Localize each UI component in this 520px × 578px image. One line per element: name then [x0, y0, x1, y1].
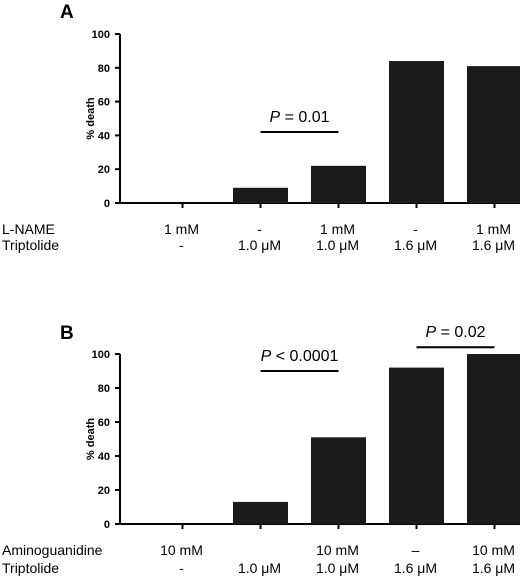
condition-value: – [412, 542, 420, 558]
y-tick-label: 0 [104, 198, 110, 210]
condition-value: 1.0 μM [238, 237, 281, 253]
bar [311, 165, 366, 203]
condition-value: 10 mM [316, 542, 359, 558]
condition-value: 1.6 μM [472, 560, 515, 576]
condition-value: - [179, 560, 184, 576]
bar [389, 367, 444, 524]
condition-value: - [179, 237, 184, 253]
y-tick-label: 20 [98, 164, 110, 176]
condition-row-name: Triptolide [2, 560, 59, 576]
condition-row-name: L-NAME [2, 221, 55, 237]
panel-b: B % death 0 20 40 60 80 100 P < 0.0001 P = 0.02 A… [2, 323, 520, 576]
condition-row-name: Triptolide [2, 237, 59, 253]
bar [311, 437, 366, 524]
condition-value: 1.0 μM [316, 237, 359, 253]
bar [467, 66, 520, 203]
condition-value: 1.0 μM [316, 560, 359, 576]
condition-value: 1.0 μM [238, 560, 281, 576]
condition-value: 1.6 μM [394, 560, 437, 576]
bar [467, 354, 520, 524]
y-tick-label: 0 [104, 519, 110, 531]
y-axis-label: % death [85, 97, 97, 139]
panel-b-letter: B [60, 323, 74, 344]
bar [233, 187, 288, 203]
condition-value: 1 mM [320, 221, 355, 237]
condition-value: - [257, 221, 262, 237]
y-tick-label: 20 [98, 485, 110, 497]
y-tick-label: 80 [98, 383, 110, 395]
y-tick-label: 80 [98, 63, 110, 75]
condition-value: 1.6 μM [394, 237, 437, 253]
significance-label: P = 0.01 [269, 109, 329, 126]
condition-value: 1 mM [164, 221, 199, 237]
significance-label: P < 0.0001 [261, 348, 339, 365]
bar [233, 501, 288, 524]
condition-row-name: Aminoguanidine [2, 542, 103, 558]
y-tick-label: 60 [98, 417, 110, 429]
y-tick-label: 100 [92, 29, 110, 41]
y-axis-label: % death [85, 418, 97, 460]
significance-label: P = 0.02 [425, 324, 485, 341]
condition-value: 1.6 μM [472, 237, 515, 253]
condition-value: 10 mM [160, 542, 203, 558]
y-tick-label: 40 [98, 130, 110, 142]
panel-a-letter: A [60, 2, 74, 23]
condition-value: 10 mM [472, 542, 515, 558]
y-tick-label: 40 [98, 451, 110, 463]
y-tick-label: 60 [98, 97, 110, 109]
condition-value: - [413, 221, 418, 237]
bar [389, 61, 444, 203]
condition-value: 1 mM [476, 221, 511, 237]
y-tick-label: 100 [92, 349, 110, 361]
